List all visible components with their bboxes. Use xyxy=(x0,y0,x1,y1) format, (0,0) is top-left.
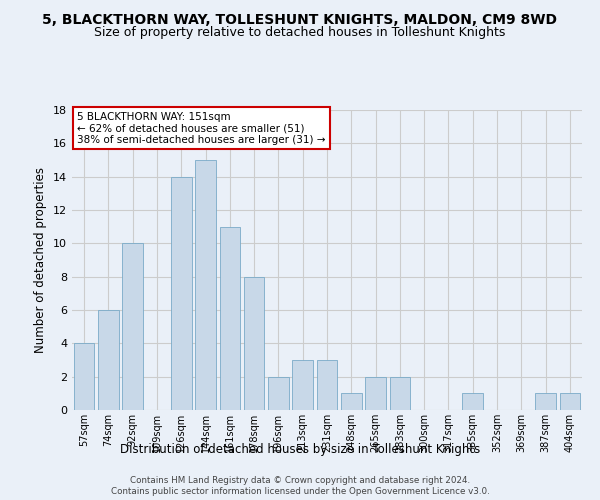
Bar xyxy=(74,344,94,410)
Bar xyxy=(244,276,265,410)
Bar xyxy=(389,376,410,410)
Bar xyxy=(365,376,386,410)
Bar xyxy=(341,394,362,410)
Bar xyxy=(268,376,289,410)
Text: Contains public sector information licensed under the Open Government Licence v3: Contains public sector information licen… xyxy=(110,488,490,496)
Bar xyxy=(171,176,191,410)
Bar xyxy=(98,310,119,410)
Bar xyxy=(560,394,580,410)
Bar xyxy=(122,244,143,410)
Text: 5 BLACKTHORN WAY: 151sqm
← 62% of detached houses are smaller (51)
38% of semi-d: 5 BLACKTHORN WAY: 151sqm ← 62% of detach… xyxy=(77,112,326,144)
Y-axis label: Number of detached properties: Number of detached properties xyxy=(34,167,47,353)
Text: 5, BLACKTHORN WAY, TOLLESHUNT KNIGHTS, MALDON, CM9 8WD: 5, BLACKTHORN WAY, TOLLESHUNT KNIGHTS, M… xyxy=(43,12,557,26)
Bar xyxy=(463,394,483,410)
Bar xyxy=(292,360,313,410)
Text: Size of property relative to detached houses in Tolleshunt Knights: Size of property relative to detached ho… xyxy=(94,26,506,39)
Bar xyxy=(317,360,337,410)
Bar xyxy=(195,160,216,410)
Bar xyxy=(535,394,556,410)
Text: Distribution of detached houses by size in Tolleshunt Knights: Distribution of detached houses by size … xyxy=(120,442,480,456)
Text: Contains HM Land Registry data © Crown copyright and database right 2024.: Contains HM Land Registry data © Crown c… xyxy=(130,476,470,485)
Bar xyxy=(220,226,240,410)
